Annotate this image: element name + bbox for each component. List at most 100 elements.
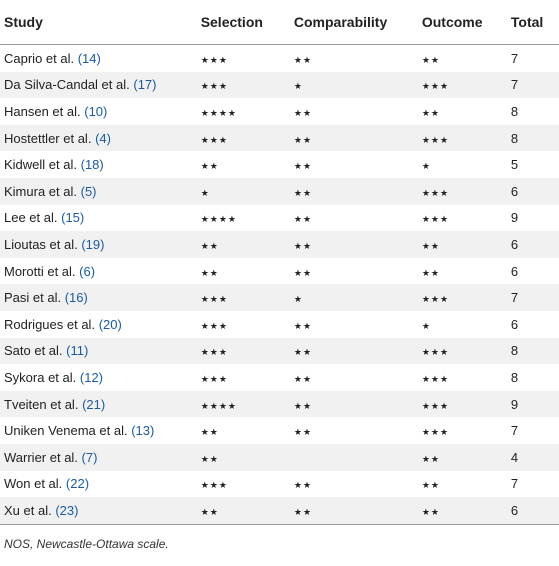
study-cell: Xu et al. (23) xyxy=(0,497,197,525)
stars: ★★ xyxy=(293,54,313,65)
study-cell: Warrier et al. (7) xyxy=(0,443,197,471)
total-cell: 8 xyxy=(506,124,559,152)
column-header: Total xyxy=(506,0,559,45)
study-name: Xu et al. xyxy=(4,502,52,518)
rating-cell: ★★ xyxy=(417,231,507,258)
total-cell: 7 xyxy=(506,284,559,311)
stars: ★★★ xyxy=(421,214,450,225)
study-name: Lioutas et al. xyxy=(4,236,78,252)
rating-cell: ★★★ xyxy=(196,71,290,99)
table-row: Hansen et al. (10) ★★★★ ★★ ★★ 8 xyxy=(0,98,559,125)
stars: ★★★ xyxy=(421,81,450,92)
total-cell: 9 xyxy=(507,205,559,232)
stars: ★★ xyxy=(200,427,219,438)
stars: ★ xyxy=(421,320,431,331)
rating-cell: ★★ xyxy=(417,497,507,525)
rating-cell: ★★ xyxy=(289,497,418,525)
rating-cell: ★★★ xyxy=(196,284,290,311)
rating-cell: ★★ xyxy=(290,98,418,125)
table-row: Uniken Venema et al. (13) ★★ ★★ ★★★ 7 xyxy=(0,417,559,444)
stars: ★★ xyxy=(293,161,313,172)
total: 9 xyxy=(510,396,519,412)
column-header: Outcome xyxy=(417,0,507,45)
stars: ★★★ xyxy=(200,81,228,92)
stars: ★★★ xyxy=(421,187,450,198)
table-row: Xu et al. (23) ★★ ★★ ★★ 6 xyxy=(0,497,559,525)
table: Study Selection Comparability Outcome Total … xyxy=(0,0,559,525)
study-name: Rodrigues et al. xyxy=(4,316,96,332)
stars: ★★★ xyxy=(200,134,228,145)
total: 6 xyxy=(510,236,519,252)
rating-cell: ★ xyxy=(196,177,290,205)
study-cell: Won et al. (22) xyxy=(0,471,197,498)
stars: ★★★★ xyxy=(200,214,237,225)
reference: (15) xyxy=(61,210,85,226)
study-name: Pasi et al. xyxy=(4,290,62,306)
total: 7 xyxy=(510,50,519,66)
rating-cell: ★★ xyxy=(290,205,418,232)
total-cell: 7 xyxy=(507,45,559,72)
rating-cell xyxy=(289,443,418,471)
total: 5 xyxy=(510,157,519,173)
stars: ★★ xyxy=(421,267,440,278)
study-name: Hansen et al. xyxy=(4,103,81,119)
rating-cell: ★★★ xyxy=(197,471,290,498)
total: 6 xyxy=(510,183,519,199)
table-row: Kimura et al. (5) ★ ★★ ★★★ 6 xyxy=(0,177,559,205)
stars: ★★★ xyxy=(421,427,450,438)
rating-cell: ★★ xyxy=(197,417,290,444)
total-cell: 5 xyxy=(507,151,559,178)
stars: ★★ xyxy=(293,267,313,278)
stars: ★★★ xyxy=(200,480,228,491)
stars: ★★ xyxy=(293,187,313,198)
table-row: Lioutas et al. (19) ★★ ★★ ★★ 6 xyxy=(0,231,559,258)
reference: (11) xyxy=(66,343,89,359)
total-cell: 8 xyxy=(506,337,559,365)
footnote: NOS, Newcastle-Ottawa scale. xyxy=(4,536,169,551)
study-name: Caprio et al. xyxy=(4,50,75,66)
total-cell: 6 xyxy=(506,177,559,205)
reference: (23) xyxy=(55,502,79,518)
rating-cell: ★★ xyxy=(290,151,418,178)
rating-cell: ★★ xyxy=(418,45,507,72)
rating-cell: ★★ xyxy=(289,231,418,258)
total-cell: 4 xyxy=(506,443,559,471)
stars: ★★ xyxy=(293,107,313,118)
stars: ★★ xyxy=(293,427,313,438)
study-name: Warrier et al. xyxy=(4,449,78,465)
stars: ★★ xyxy=(293,134,313,145)
table-row: Sykora et al. (12) ★★★ ★★ ★★★ 8 xyxy=(0,364,559,391)
stars: ★★★ xyxy=(421,134,450,145)
study-cell: Sykora et al. (12) xyxy=(0,364,197,391)
stars: ★★ xyxy=(421,506,440,517)
total-cell: 7 xyxy=(507,417,559,444)
header-row: Study Selection Comparability Outcome Total xyxy=(0,0,559,45)
rating-cell: ★★★★ xyxy=(197,205,290,232)
study-cell: Uniken Venema et al. (13) xyxy=(0,417,197,444)
stars: ★★ xyxy=(421,240,440,251)
stars: ★★★ xyxy=(200,294,228,305)
stars: ★★★ xyxy=(200,373,228,384)
stars: ★★ xyxy=(200,240,219,251)
rating-cell: ★★★ xyxy=(418,417,507,444)
rating-cell: ★★ xyxy=(290,364,418,391)
rating-cell: ★★ xyxy=(196,443,290,471)
table-row: Kidwell et al. (18) ★★ ★★ ★ 5 xyxy=(0,151,559,178)
stars: ★★★ xyxy=(200,320,228,331)
table-row: Da Silva-Candal et al. (17) ★★★ ★ ★★★ 7 xyxy=(0,71,559,99)
stars: ★★★★ xyxy=(200,400,237,411)
stars: ★★★ xyxy=(200,347,228,358)
study-cell: Lee et al. (15) xyxy=(0,205,197,232)
rating-cell: ★★ xyxy=(417,443,507,471)
stars: ★★ xyxy=(200,161,219,172)
stars: ★ xyxy=(200,187,210,198)
study-cell: Da Silva-Candal et al. (17) xyxy=(0,71,197,99)
study-cell: Kimura et al. (5) xyxy=(0,177,197,205)
stars: ★★ xyxy=(421,480,440,491)
total: 8 xyxy=(510,369,519,385)
rating-cell: ★★★ xyxy=(418,364,507,391)
study-name: Kidwell et al. xyxy=(4,157,77,173)
rating-cell: ★★★★ xyxy=(196,390,290,418)
total: 4 xyxy=(510,449,519,465)
rating-cell: ★★ xyxy=(290,417,418,444)
